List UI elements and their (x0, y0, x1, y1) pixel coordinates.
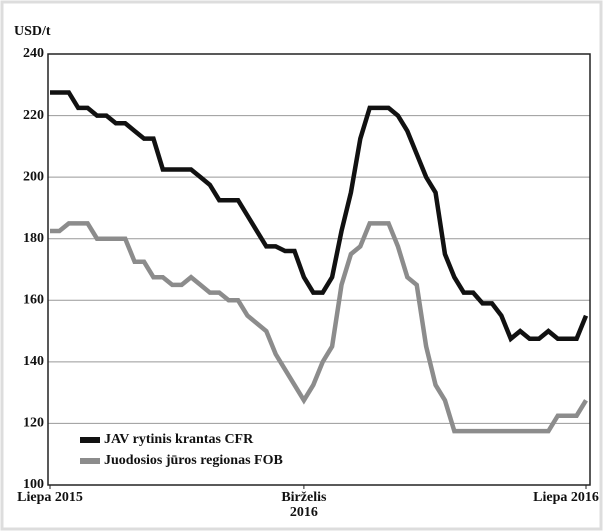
y-tick-label: 240 (23, 46, 44, 61)
y-tick-label: 100 (23, 477, 44, 492)
x-tick-label: Liepa 2015 (17, 490, 83, 505)
y-tick-label: 140 (23, 354, 44, 369)
y-tick-label: 160 (23, 293, 44, 308)
y-tick-label: 200 (23, 169, 44, 184)
x-tick-label: Liepa 2016 (533, 490, 599, 505)
plot-border (47, 53, 591, 486)
line (50, 221, 588, 434)
y-axis-label: USD/t (14, 24, 51, 39)
line (50, 90, 589, 343)
y-tick-label: 220 (23, 108, 44, 123)
legend-label: JAV rytinis krantas CFR (104, 432, 254, 447)
legend-label: Juodosios jūros regionas FOB (104, 453, 283, 468)
x-tick-label: Birželis 2016 (281, 490, 327, 520)
y-tick-label: 180 (23, 231, 44, 246)
y-tick-label: 120 (23, 416, 44, 431)
